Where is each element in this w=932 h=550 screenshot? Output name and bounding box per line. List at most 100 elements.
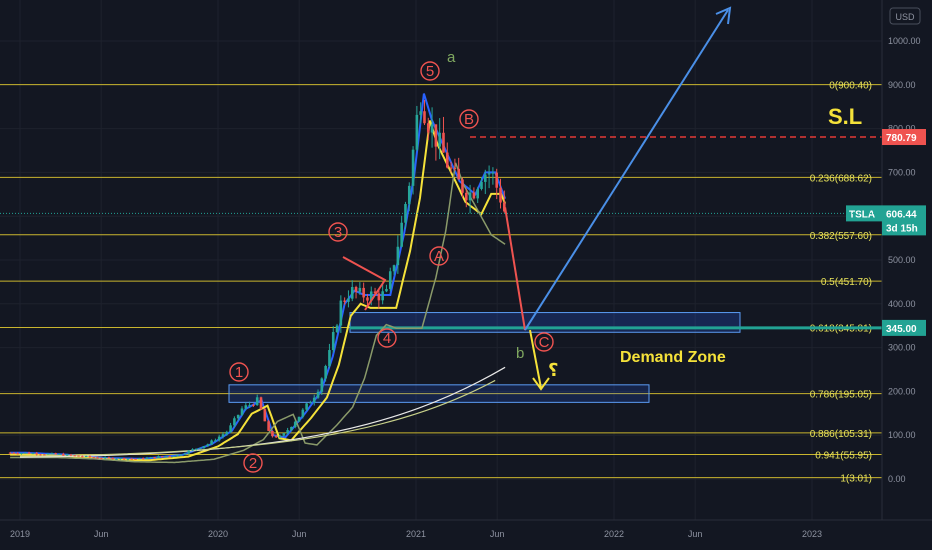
candle-body	[259, 397, 263, 410]
candle-body	[46, 453, 50, 455]
candle-body	[248, 404, 251, 406]
candle-body	[183, 453, 187, 455]
drawings[interactable]	[342, 6, 732, 391]
candle-body	[54, 453, 58, 455]
price-tick-label: 500.00	[888, 255, 916, 265]
wave-label: 4	[383, 330, 391, 347]
candle-body	[84, 456, 88, 458]
price-tick-label: 900.00	[888, 80, 916, 90]
candle-body	[487, 173, 491, 175]
zones[interactable]	[228, 136, 882, 403]
candle-body	[328, 350, 331, 367]
candle-body	[339, 300, 343, 326]
candle-body	[385, 288, 388, 292]
candle-body	[309, 402, 312, 404]
current-price-tag	[882, 205, 926, 236]
candle-body	[274, 436, 278, 438]
currency-badge[interactable]: USD	[889, 7, 921, 25]
candle-body	[354, 287, 358, 292]
candle-body	[263, 409, 267, 422]
candle-body	[122, 458, 126, 460]
time-tick-label: Jun	[688, 529, 703, 539]
price-tick-label: 200.00	[888, 386, 916, 396]
candle-body	[445, 152, 449, 168]
candle-body	[103, 457, 107, 459]
triangle-pattern[interactable]	[342, 256, 387, 311]
candle-body	[191, 449, 194, 451]
candle-body	[282, 433, 286, 436]
candle-body	[415, 114, 419, 150]
wave-circle	[229, 362, 249, 382]
candle-body	[115, 458, 118, 460]
ma-olive	[10, 162, 506, 464]
support-zone-box[interactable]	[228, 384, 650, 403]
candle-body	[301, 409, 305, 417]
candle-body	[73, 455, 77, 457]
candle-body	[392, 265, 396, 272]
sub-wave-label: a	[447, 49, 456, 66]
bar-countdown: 3d 15h	[886, 223, 918, 234]
candle-body	[495, 172, 499, 188]
candle-body	[20, 452, 23, 454]
target-price-value: 345.00	[886, 324, 917, 335]
time-tick-label: Jun	[490, 529, 505, 539]
price-tick-label: 100.00	[888, 430, 916, 440]
wave-circle	[377, 328, 397, 348]
candle-body	[419, 111, 422, 115]
candle-body	[202, 446, 206, 448]
stop-loss-price-tag	[882, 129, 926, 146]
candle-body	[179, 454, 183, 456]
candle-body	[233, 418, 236, 426]
candle-body	[65, 454, 69, 456]
time-tick-label: Jun	[94, 529, 109, 539]
candle-body	[480, 181, 483, 189]
alt-projection-arrowhead[interactable]	[532, 377, 550, 391]
projection-up-line[interactable]	[524, 9, 729, 331]
wave-label: C	[539, 334, 550, 351]
candle-body	[461, 179, 464, 193]
price-tick-label: 800.00	[888, 124, 916, 134]
wave-circle	[420, 61, 440, 81]
candle-body	[35, 453, 39, 455]
candle-body	[221, 434, 225, 437]
candle-body	[503, 202, 506, 212]
candle-body	[312, 397, 316, 403]
fib-level-label: 0.382(557.60)	[810, 231, 872, 242]
candle-body	[8, 452, 12, 454]
candle-body	[210, 440, 213, 445]
time-tick-label: 2021	[406, 529, 426, 539]
candle-body	[362, 287, 365, 298]
fib-level-label: 0.941(55.95)	[815, 450, 872, 461]
alt-projection-arrow[interactable]	[529, 329, 542, 389]
candle-body	[267, 421, 270, 431]
fib-level-label: 0.886(105.31)	[810, 429, 872, 440]
candle-body	[176, 454, 179, 457]
candle-body	[252, 404, 255, 406]
candle-body	[100, 458, 103, 460]
candle-body	[377, 293, 381, 301]
price-tick-label: 400.00	[888, 299, 916, 309]
time-axis[interactable]: 2019 Jun 2020 Jun 2021 Jun 2022 Jun 2023	[10, 529, 822, 539]
candle-body	[157, 456, 160, 459]
candle-body	[153, 457, 156, 459]
sub-wave-label: b	[516, 345, 524, 362]
time-tick-label: 2023	[802, 529, 822, 539]
candle-body	[24, 452, 27, 454]
candle-body	[168, 456, 172, 458]
candle-body	[126, 458, 130, 460]
candle-body	[411, 149, 415, 186]
candle-body	[88, 456, 92, 458]
projection-down-line[interactable]	[504, 207, 526, 331]
price-tick-label: 0.00	[888, 474, 906, 484]
candle-body	[69, 454, 73, 456]
wave-labels: 1 2 3 4 5 A B Ca b ؟	[229, 49, 558, 473]
candle-body	[381, 291, 384, 301]
candle-body	[407, 185, 411, 205]
wave-circle	[459, 109, 479, 129]
candle-body	[160, 456, 164, 458]
question-mark-label: ؟	[548, 360, 558, 380]
candle-body	[293, 421, 297, 427]
projection-up-arrowhead[interactable]	[715, 6, 732, 25]
